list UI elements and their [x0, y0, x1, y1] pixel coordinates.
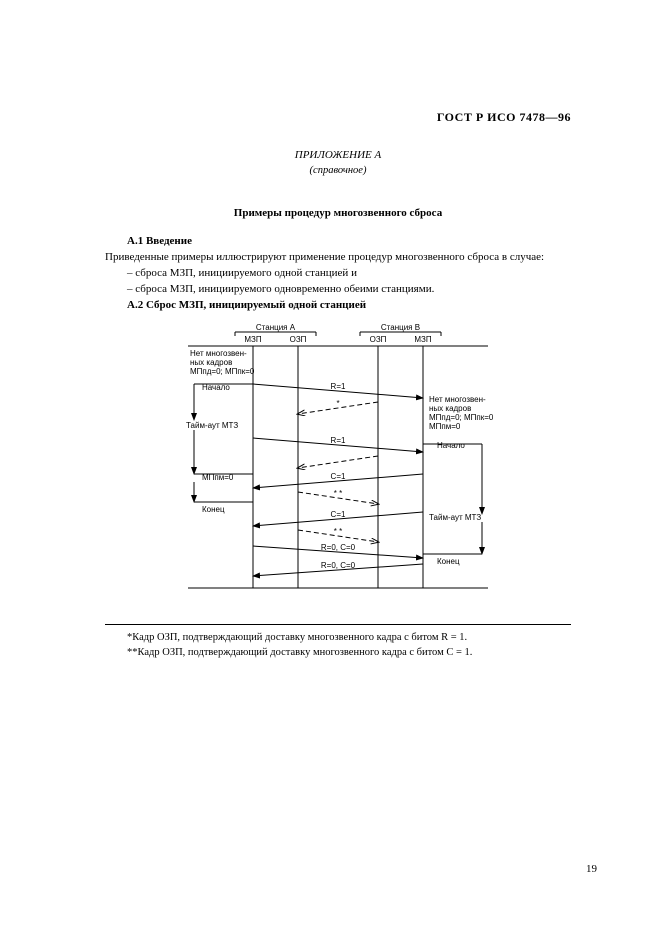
a1-item1: – сброса МЗП, инициируемого одной станци… [105, 266, 571, 280]
svg-text:R=1: R=1 [331, 436, 346, 445]
svg-text:МПпд=0; МПпк=0: МПпд=0; МПпк=0 [190, 367, 255, 376]
footnote-separator [105, 624, 571, 625]
svg-text:ных кадров: ных кадров [429, 404, 471, 413]
appendix-note: (справочное) [105, 164, 571, 178]
svg-text:* *: * * [334, 489, 342, 498]
svg-text:Тайм-аут МТЗ: Тайм-аут МТЗ [429, 513, 481, 522]
svg-text:Конец: Конец [437, 557, 460, 566]
svg-text:МЗП: МЗП [244, 335, 261, 344]
appendix-title: ПРИЛОЖЕНИЕ А [105, 148, 571, 162]
doc-code: ГОСТ Р ИСО 7478—96 [105, 110, 571, 126]
a2-heading: А.2 Сброс МЗП, инициируемый одной станци… [105, 298, 571, 312]
svg-text:МПпд=0; МПпк=0: МПпд=0; МПпк=0 [429, 413, 494, 422]
a1-intro: А.1 Введение [105, 234, 571, 248]
svg-text:Тайм-аут МТЗ: Тайм-аут МТЗ [186, 421, 238, 430]
page-root: ГОСТ Р ИСО 7478—96 ПРИЛОЖЕНИЕ А (справоч… [0, 0, 661, 936]
footnote-1: *Кадр ОЗП, подтверждающий доставку много… [105, 631, 571, 645]
svg-text:МЗП: МЗП [414, 335, 431, 344]
footnote-2: **Кадр ОЗП, подтверждающий доставку мног… [105, 646, 571, 660]
svg-text:R=0, C=0: R=0, C=0 [321, 561, 356, 570]
svg-text:Нет многозвен-: Нет многозвен- [429, 395, 486, 404]
a1-item2: – сброса МЗП, инициируемого одновременно… [105, 282, 571, 296]
svg-text:ОЗП: ОЗП [370, 335, 387, 344]
svg-text:ОЗП: ОЗП [290, 335, 307, 344]
svg-text:Нет многозвен-: Нет многозвен- [190, 349, 247, 358]
svg-text:* *: * * [334, 527, 342, 536]
svg-text:ных кадров: ных кадров [190, 358, 232, 367]
sequence-diagram-wrap: Станция А Станция В МЗП ОЗП ОЗП МЗП Нет многоз… [105, 320, 571, 600]
svg-text:Станция А: Станция А [256, 323, 296, 332]
section-heading: Примеры процедур многозвенного сброса [105, 206, 571, 220]
svg-text:С=1: С=1 [331, 510, 346, 519]
sequence-diagram-svg: Станция А Станция В МЗП ОЗП ОЗП МЗП Нет многоз… [138, 320, 538, 600]
svg-text:R=1: R=1 [331, 382, 346, 391]
page-number: 19 [586, 862, 597, 876]
svg-text:*: * [336, 399, 339, 408]
svg-text:С=1: С=1 [331, 472, 346, 481]
svg-text:Начало: Начало [437, 441, 465, 450]
svg-text:Станция В: Станция В [381, 323, 420, 332]
a1-runin: А.1 Введение [127, 235, 192, 247]
svg-text:МПпм=0: МПпм=0 [429, 422, 461, 431]
svg-text:R=0, C=0: R=0, C=0 [321, 543, 356, 552]
a1-para1: Приведенные примеры иллюстрируют примене… [105, 250, 571, 264]
svg-text:Конец: Конец [202, 505, 225, 514]
